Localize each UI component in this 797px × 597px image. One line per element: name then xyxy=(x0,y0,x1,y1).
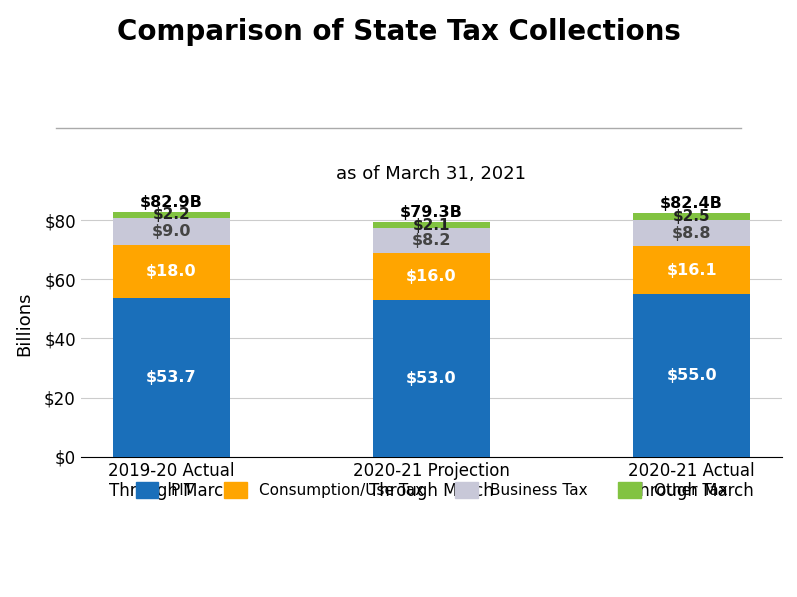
Bar xyxy=(373,222,490,229)
Bar xyxy=(633,247,750,294)
Text: $79.3B: $79.3B xyxy=(400,205,463,220)
Bar xyxy=(112,298,230,457)
Text: $2.1: $2.1 xyxy=(413,218,450,233)
Text: $82.9B: $82.9B xyxy=(139,195,202,210)
Text: $18.0: $18.0 xyxy=(146,264,196,279)
Text: $2.5: $2.5 xyxy=(673,210,710,224)
Bar xyxy=(633,294,750,457)
Text: $8.8: $8.8 xyxy=(672,226,712,241)
Text: $9.0: $9.0 xyxy=(151,224,191,239)
Legend: PIT, Consumption/Use Tax, Business Tax, Other Tax: PIT, Consumption/Use Tax, Business Tax, … xyxy=(135,482,727,498)
Y-axis label: Billions: Billions xyxy=(15,291,33,356)
Bar xyxy=(373,253,490,300)
Text: $16.1: $16.1 xyxy=(666,263,717,278)
Bar xyxy=(112,218,230,245)
Text: $53.0: $53.0 xyxy=(406,371,457,386)
Bar xyxy=(633,220,750,247)
Bar xyxy=(373,300,490,457)
Text: $55.0: $55.0 xyxy=(666,368,717,383)
Text: $82.4B: $82.4B xyxy=(660,196,723,211)
Bar xyxy=(633,213,750,220)
Bar xyxy=(112,245,230,298)
Text: Comparison of State Tax Collections: Comparison of State Tax Collections xyxy=(116,18,681,46)
Text: $53.7: $53.7 xyxy=(146,370,196,385)
Bar xyxy=(373,229,490,253)
Title: as of March 31, 2021: as of March 31, 2021 xyxy=(336,165,526,183)
Text: $2.2: $2.2 xyxy=(152,207,190,222)
Bar xyxy=(112,211,230,218)
Text: $16.0: $16.0 xyxy=(406,269,457,284)
Text: $8.2: $8.2 xyxy=(411,233,451,248)
